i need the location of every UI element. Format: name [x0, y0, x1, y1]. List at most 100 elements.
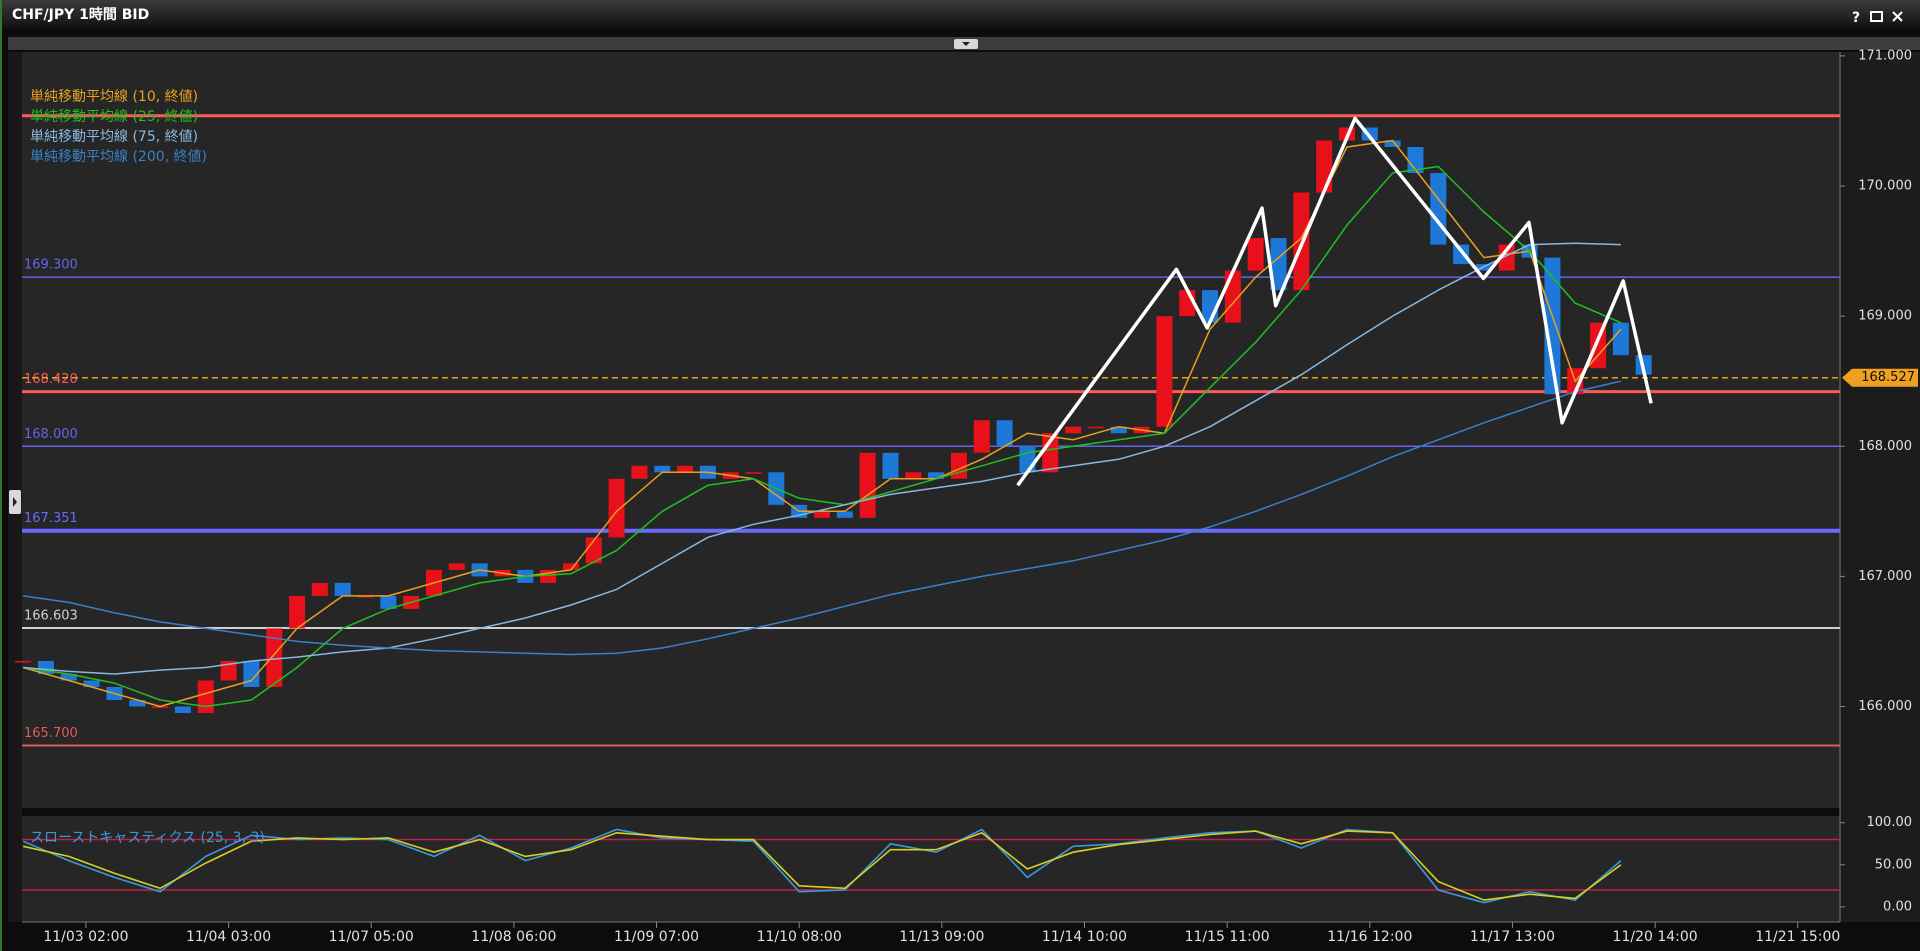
x-tick-label: 11/09 07:00	[614, 929, 699, 945]
candle	[1453, 244, 1470, 265]
candle	[882, 452, 899, 479]
candle	[928, 472, 945, 479]
candle	[836, 511, 853, 518]
candle	[174, 706, 191, 714]
candle	[1156, 316, 1173, 427]
candle	[677, 465, 694, 473]
candle	[311, 582, 328, 596]
candle	[859, 452, 876, 518]
x-tick-label: 11/21 15:00	[1755, 929, 1840, 945]
x-tick-label: 11/08 06:00	[471, 929, 556, 945]
last-price-tag	[1842, 368, 1918, 387]
candle	[1498, 244, 1515, 271]
candle	[243, 660, 260, 687]
last-price-label: 168.527	[1861, 370, 1915, 385]
close-button[interactable]	[1892, 11, 1903, 22]
y-tick-label: 100.00	[1867, 815, 1913, 830]
zigzag-line	[1016, 116, 1653, 487]
legend-entry: 単純移動平均線 (75, 終値)	[30, 129, 198, 145]
y-tick-label: 0.00	[1883, 899, 1912, 914]
x-tick-label: 11/14 10:00	[1042, 929, 1127, 945]
candle	[357, 595, 374, 598]
candle	[220, 660, 237, 681]
moving-average	[22, 165, 1622, 708]
y-tick-label: 169.000	[1858, 309, 1912, 324]
level-label: 168.420	[24, 372, 78, 387]
price-axis	[1840, 52, 1920, 922]
level-label: 167.351	[24, 511, 78, 526]
y-tick-label: 168.000	[1858, 439, 1912, 454]
candle	[950, 452, 967, 479]
legend-entry: 単純移動平均線 (25, 終値)	[30, 109, 198, 125]
candle	[1087, 426, 1104, 429]
candle	[1430, 173, 1447, 245]
candle	[585, 537, 602, 564]
candle	[289, 595, 306, 629]
y-tick-label: 167.000	[1858, 569, 1912, 584]
level-label: 165.700	[24, 726, 78, 741]
candle	[1407, 146, 1424, 174]
x-tick-label: 11/17 13:00	[1470, 929, 1555, 945]
candle	[1612, 322, 1629, 356]
candle	[1065, 426, 1082, 434]
help-button[interactable]: ?	[1852, 10, 1860, 26]
candle	[266, 628, 283, 687]
candle	[631, 465, 648, 479]
stochastic-panel	[22, 816, 1840, 922]
moving-average	[22, 139, 1622, 708]
level-label: 168.000	[24, 427, 78, 442]
candle	[608, 478, 625, 538]
x-tick-label: 11/10 08:00	[757, 929, 842, 945]
candle	[1019, 446, 1036, 473]
side-arrow	[13, 497, 17, 507]
x-tick-label: 11/04 03:00	[186, 929, 271, 945]
candle	[562, 563, 579, 570]
candle	[1270, 238, 1287, 291]
window-title: CHF/JPY 1時間 BID	[12, 6, 149, 23]
candle	[1384, 140, 1401, 147]
candle	[745, 472, 762, 474]
maximize-button[interactable]	[1870, 11, 1883, 22]
candle	[1110, 426, 1127, 434]
candle	[973, 420, 990, 453]
candle	[15, 660, 32, 663]
candle	[1544, 257, 1561, 395]
moving-average	[23, 242, 1621, 675]
y-tick-label: 170.000	[1858, 179, 1912, 194]
candle	[380, 595, 397, 609]
candle	[654, 465, 671, 473]
candle	[814, 511, 831, 518]
candle	[1247, 238, 1264, 271]
collapse-arrow	[962, 42, 970, 46]
window-border	[0, 0, 2, 951]
candle	[60, 673, 77, 681]
candle	[197, 680, 214, 714]
x-tick-label: 11/16 12:00	[1327, 929, 1412, 945]
y-tick-label: 171.000	[1858, 48, 1912, 63]
x-tick-label: 11/13 09:00	[899, 929, 984, 945]
candle	[996, 420, 1013, 447]
indicator-title: スローストキャスティクス (25, 3, 3)	[30, 830, 265, 846]
oscillator-line	[22, 830, 1622, 901]
level-label: 166.603	[24, 609, 78, 624]
candle	[448, 563, 465, 570]
x-tick-label: 11/15 11:00	[1185, 929, 1270, 945]
moving-average	[22, 380, 1622, 656]
legend-entry: 単純移動平均線 (10, 終値)	[30, 89, 198, 105]
candle	[905, 472, 922, 479]
x-tick-label: 11/03 02:00	[43, 929, 128, 945]
candle	[129, 700, 146, 707]
title-bar	[0, 0, 1920, 28]
candle	[1316, 140, 1333, 193]
x-tick-label: 11/20 14:00	[1613, 929, 1698, 945]
legend-entry: 単純移動平均線 (200, 終値)	[30, 149, 207, 165]
candle	[83, 680, 100, 687]
price-panel	[22, 52, 1840, 808]
x-tick-label: 11/07 05:00	[329, 929, 414, 945]
y-tick-label: 166.000	[1858, 699, 1912, 714]
candle	[152, 706, 169, 709]
y-tick-label: 50.00	[1875, 857, 1912, 872]
level-label: 169.300	[24, 258, 78, 273]
candle	[1042, 433, 1059, 473]
